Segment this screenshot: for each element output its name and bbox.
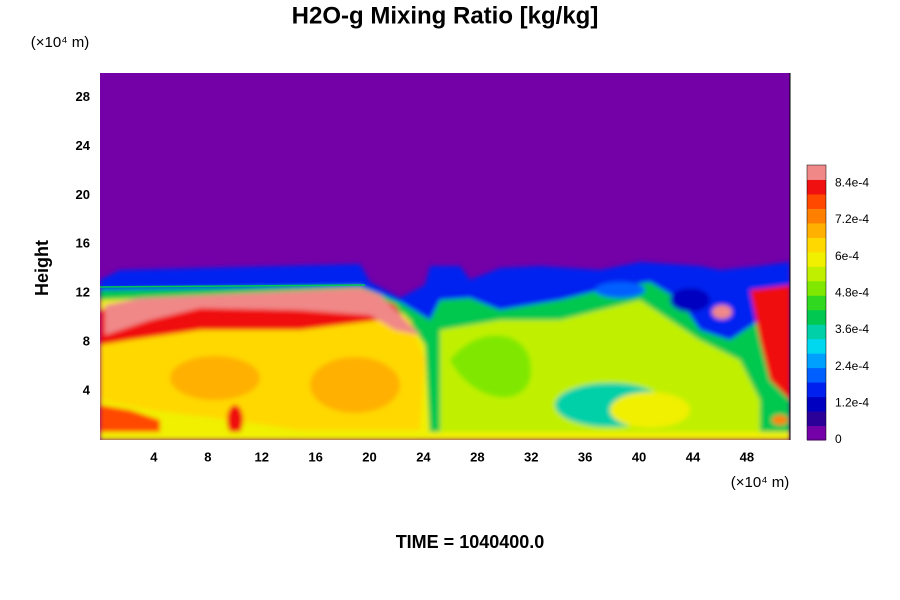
x-tick-label: 44 bbox=[686, 449, 701, 464]
colorbar-band bbox=[807, 411, 826, 427]
contour-edge bbox=[100, 284, 366, 288]
colorbar-tick-label: 0 bbox=[835, 432, 842, 446]
colorbar-band bbox=[807, 295, 826, 311]
footer: TIME = 1040400.0 bbox=[396, 532, 545, 552]
colorbar-band bbox=[807, 222, 826, 238]
y-tick-label: 20 bbox=[76, 187, 90, 202]
colorbar-band bbox=[807, 266, 826, 282]
colorbar-band bbox=[807, 324, 826, 340]
x-tick-label: 32 bbox=[524, 449, 538, 464]
x-tick-label: 20 bbox=[362, 449, 376, 464]
x-tick-label: 48 bbox=[740, 449, 754, 464]
colorbar-band bbox=[807, 208, 826, 224]
chart-title: H2O-g Mixing Ratio [kg/kg] bbox=[292, 2, 599, 29]
colorbar-band bbox=[807, 251, 826, 267]
colorbar-band bbox=[807, 193, 826, 209]
y-tick-label: 8 bbox=[83, 334, 90, 349]
y-axis-label: Height bbox=[32, 240, 52, 296]
y-unit: (×10⁴ m) bbox=[31, 34, 90, 51]
y-tick-label: 16 bbox=[76, 236, 90, 251]
colorbar-band bbox=[807, 179, 826, 195]
x-tick-label: 12 bbox=[254, 449, 268, 464]
colorbar-tick-label: 2.4e-4 bbox=[835, 359, 869, 373]
colorbar-band bbox=[807, 280, 826, 296]
colorbar-band bbox=[807, 309, 826, 325]
colorbar-band bbox=[807, 353, 826, 369]
colorbar-band bbox=[807, 237, 826, 253]
y-tick-label: 28 bbox=[76, 89, 90, 104]
colorbar-tick-label: 6e-4 bbox=[835, 249, 859, 263]
x-tick-label: 24 bbox=[416, 449, 431, 464]
x-tick-label: 40 bbox=[632, 449, 646, 464]
field bbox=[100, 73, 790, 440]
colorbar-band bbox=[807, 425, 826, 441]
x-tick-label: 16 bbox=[308, 449, 322, 464]
colorbar-tick-label: 3.6e-4 bbox=[835, 322, 869, 336]
colorbar-tick-label: 4.8e-4 bbox=[835, 286, 869, 300]
colorbar-band bbox=[807, 367, 826, 383]
colorbar-frame bbox=[806, 164, 827, 441]
x-tick-label: 36 bbox=[578, 449, 592, 464]
field-shapes bbox=[100, 262, 790, 440]
x-unit: (×10⁴ m) bbox=[731, 474, 790, 491]
y-tick-label: 4 bbox=[83, 383, 91, 398]
colorbar-band bbox=[807, 396, 826, 412]
colorbar-band bbox=[807, 382, 826, 398]
x-tick-label: 8 bbox=[204, 449, 211, 464]
y-tick-label: 12 bbox=[76, 285, 90, 300]
x-tick-label: 4 bbox=[150, 449, 158, 464]
colorbar-band bbox=[807, 165, 826, 180]
y-tick-label: 24 bbox=[76, 138, 91, 153]
colorbar-tick-label: 7.2e-4 bbox=[835, 212, 869, 226]
colorbar-tick-label: 8.4e-4 bbox=[835, 176, 869, 190]
colorbar-tick-label: 1.2e-4 bbox=[835, 396, 869, 410]
colorbar-band bbox=[807, 338, 826, 354]
x-tick-label: 28 bbox=[470, 449, 484, 464]
